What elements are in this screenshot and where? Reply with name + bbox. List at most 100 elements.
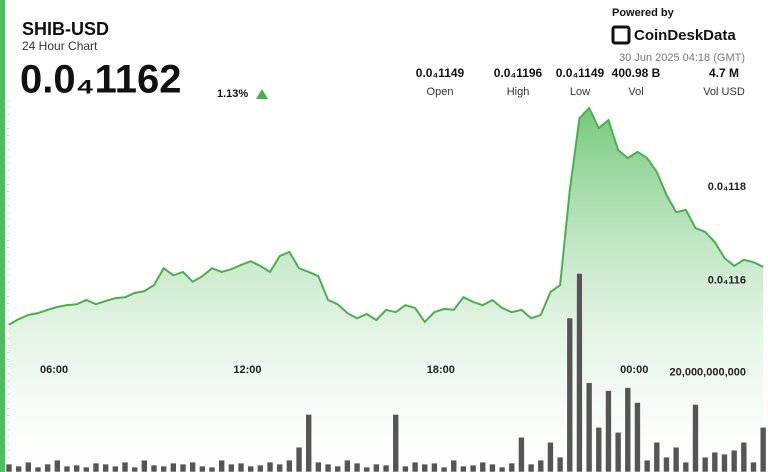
price-line: [8, 106, 764, 326]
volume-bar: [576, 272, 583, 472]
stat-value: 400.98 B: [612, 66, 661, 80]
volume-bar: [750, 461, 757, 472]
volume-bar: [353, 462, 361, 472]
volume-bar: [440, 466, 448, 472]
volume-bar: [237, 462, 245, 472]
volume-bar: [527, 463, 535, 472]
volume-bar: [566, 317, 574, 472]
volume-bar: [5, 463, 13, 472]
volume-bar: [54, 459, 61, 472]
up-arrow: [256, 89, 268, 99]
volume-bar: [266, 461, 274, 472]
volume-bar: [160, 465, 167, 472]
volume-bar: [411, 461, 419, 472]
volume-bar: [392, 414, 400, 472]
volume-bar: [614, 431, 622, 472]
volume-bar: [653, 441, 661, 472]
volume-bar: [382, 464, 390, 472]
volume-bar: [585, 382, 593, 472]
x-tick-label: 06:00: [40, 364, 68, 376]
volume-bar: [489, 463, 496, 472]
plot: 06:00 12:00 18:00 00:00 0.0₄116 0.0₄118 20,000…: [5, 106, 767, 472]
volume-bar: [595, 426, 603, 472]
volume-bar: [624, 387, 632, 472]
volume-bar: [759, 426, 767, 472]
volume-bar: [121, 461, 129, 472]
x-tick-label: 00:00: [620, 364, 648, 376]
stat-value: 0.0₄1149: [416, 66, 465, 80]
volume-bar: [508, 462, 516, 472]
volume-bar: [498, 466, 506, 472]
volume-bar: [315, 461, 322, 472]
volume-bar: [537, 459, 545, 472]
volume-bar: [373, 463, 380, 472]
volume-bar: [556, 456, 564, 472]
volume-bar: [131, 466, 138, 472]
volume-bar: [25, 461, 32, 472]
volume-bar: [15, 465, 22, 472]
x-tick-label: 18:00: [427, 364, 455, 376]
volume-bar: [73, 464, 80, 472]
volume-bar: [179, 463, 187, 472]
volume-bar: [711, 451, 719, 472]
accent-stripe: [0, 0, 5, 472]
volume-bar: [547, 441, 554, 472]
subtitle: 24 Hour Chart: [22, 39, 98, 53]
stat-label: Vol USD: [703, 86, 745, 98]
brand: CoinDeskData: [634, 27, 736, 44]
stats: 0.0₄1149 Open 0.0₄1196 High 0.0₄1149 Low 400.9…: [416, 66, 745, 98]
volume-bar: [63, 465, 71, 472]
volume-bar: [295, 446, 303, 472]
volume-bar: [663, 456, 670, 472]
x-tick-label: 12:00: [233, 364, 261, 376]
price: 0.0₄1162: [20, 58, 181, 102]
stat-label: Open: [427, 86, 454, 98]
volume-bar: [643, 459, 651, 472]
volume-bar: [450, 459, 458, 472]
volume-bar: [112, 465, 119, 472]
volume-bar: [402, 465, 409, 472]
volume-bar: [208, 466, 216, 472]
volume-bar: [692, 404, 699, 472]
volume-bar: [701, 456, 709, 472]
stat-value: 0.0₄1196: [494, 66, 543, 80]
stat-value: 0.0₄1149: [556, 66, 605, 80]
volume-bar: [170, 462, 177, 472]
volume-bar: [431, 462, 438, 472]
volume-bar: [634, 402, 641, 472]
brand-icon: [611, 25, 631, 45]
y2-tick-label: 20,000,000,000: [670, 367, 746, 379]
volume-bar: [479, 461, 487, 472]
volume-bar: [92, 462, 100, 472]
volume-bar: [305, 414, 313, 472]
volume-bar: [363, 466, 371, 472]
volume-bar: [460, 465, 467, 472]
volume-bar: [721, 453, 728, 472]
stat-label: Vol: [628, 86, 643, 98]
volume-bar: [469, 464, 477, 472]
y-tick-label: 0.0₄118: [708, 181, 746, 193]
volume-bar: [682, 461, 690, 472]
price-area: [8, 107, 764, 472]
volume-bar: [605, 390, 612, 472]
volume-bar: [324, 463, 332, 472]
volume-bar: [740, 441, 748, 472]
volume-bar: [102, 463, 109, 472]
timestamp: 30 Jun 2025 04:18 (GMT): [619, 52, 745, 64]
volume-bar: [672, 446, 680, 472]
symbol: SHIB-USD: [22, 19, 109, 39]
volume-bar: [730, 449, 738, 472]
volume-bar: [344, 459, 351, 472]
y-tick-label: 0.0₄116: [708, 274, 746, 286]
volume-bar: [334, 465, 342, 472]
stat-value: 4.7 M: [709, 66, 739, 80]
volume-bar: [44, 463, 51, 472]
volume-bar: [218, 459, 225, 472]
volume-bar: [141, 459, 148, 472]
volume-bar: [83, 466, 90, 472]
volume-bar: [518, 436, 525, 472]
volume-bar: [228, 463, 235, 472]
volume-bar: [247, 465, 254, 472]
